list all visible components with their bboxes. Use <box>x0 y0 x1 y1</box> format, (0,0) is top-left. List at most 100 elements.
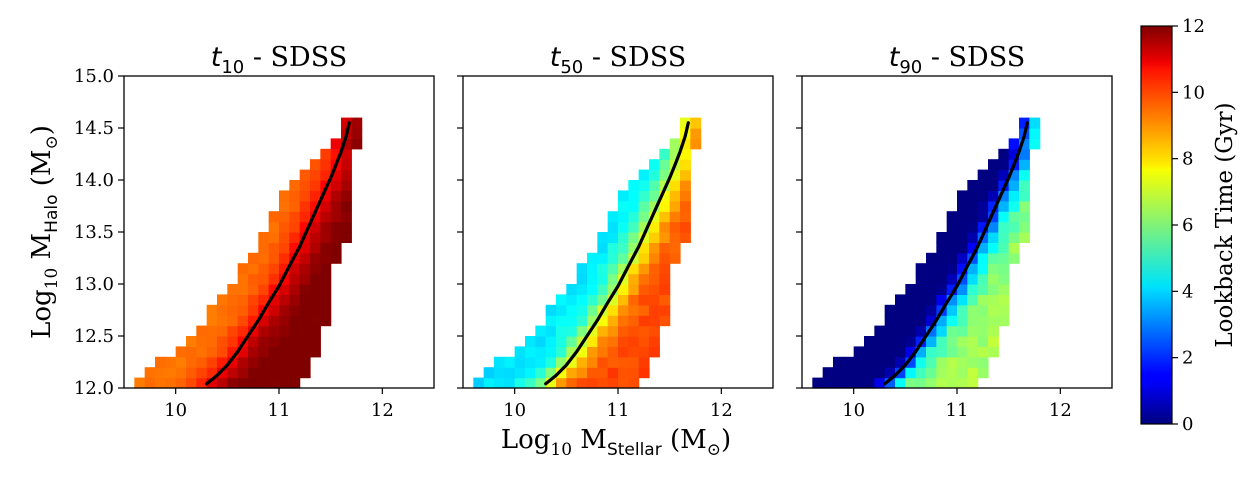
heatmap-cell <box>926 273 937 285</box>
heatmap-cell <box>237 263 249 275</box>
heatmap-cell <box>279 263 290 275</box>
heatmap-cell <box>936 336 948 347</box>
heatmap-cell <box>1019 190 1030 202</box>
heatmap-cell <box>638 221 650 233</box>
heatmap-cell <box>988 180 999 191</box>
colorbar-tick-label: 0 <box>1182 414 1193 435</box>
heatmap-cell <box>905 304 917 316</box>
heatmap-cell <box>310 346 321 358</box>
heatmap-cell <box>638 304 650 316</box>
heatmap-cell <box>1019 159 1030 171</box>
heatmap-cell <box>946 252 958 264</box>
heatmap-cell <box>659 294 671 306</box>
heatmap-cell <box>607 356 619 368</box>
heatmap-cell <box>556 367 567 379</box>
heatmap-cell <box>279 273 290 285</box>
heatmap-cell <box>299 200 311 212</box>
heatmap-cell <box>258 284 270 295</box>
heatmap-cell <box>1008 138 1020 150</box>
heatmap-cell <box>822 377 834 389</box>
heatmap-cell <box>196 346 208 358</box>
heatmap-cell <box>310 159 321 171</box>
heatmap-cell <box>988 169 999 181</box>
heatmap-cell <box>556 315 567 327</box>
heatmap-cell <box>936 263 948 275</box>
heatmap-cell <box>545 315 557 327</box>
heatmap-cell <box>248 346 259 358</box>
heatmap-cell <box>649 336 660 347</box>
heatmap-cell <box>268 263 280 275</box>
y-tick-label: 13.5 <box>74 222 114 243</box>
heatmap-cell <box>351 138 363 150</box>
heatmap-cell <box>649 325 660 337</box>
heatmap-cell <box>905 294 917 306</box>
heatmap-cell <box>310 242 321 254</box>
heatmap-cell <box>628 367 640 379</box>
heatmap-cell <box>566 377 578 389</box>
heatmap-cell <box>525 367 536 379</box>
heatmap-cell <box>310 273 321 285</box>
heatmap-cell <box>946 263 958 275</box>
heatmap-cell <box>196 367 208 379</box>
heatmap-cell <box>1029 128 1041 139</box>
heatmap-cell <box>649 284 660 295</box>
heatmap-cell <box>268 221 280 233</box>
heatmap-cell <box>1019 200 1030 212</box>
heatmap-cell <box>268 367 280 379</box>
heatmap-cell <box>576 304 588 316</box>
heatmap-cell <box>915 367 927 379</box>
heatmap-cell <box>258 325 270 337</box>
heatmap-cell <box>566 284 578 295</box>
heatmap-cell <box>566 325 578 337</box>
heatmap-cell <box>576 294 588 306</box>
heatmap-cell <box>957 315 968 327</box>
heatmap-cell <box>998 263 1010 275</box>
heatmap-cell <box>998 304 1010 316</box>
heatmap-cell <box>258 367 270 379</box>
heatmap-cell <box>299 325 311 337</box>
heatmap-cell <box>607 336 619 347</box>
heatmap-cell <box>237 367 249 379</box>
heatmap-cell <box>155 367 166 379</box>
heatmap-cell <box>248 325 259 337</box>
heatmap-cell <box>638 346 650 358</box>
x-axis-label: Log10 MStellar (M⊙) <box>501 425 731 460</box>
heatmap-cell <box>279 242 290 254</box>
heatmap-cell <box>915 377 927 389</box>
heatmap-cell <box>289 200 301 212</box>
heatmap-cell <box>237 377 249 389</box>
heatmap-cell <box>217 377 228 389</box>
heatmap-cell <box>638 294 650 306</box>
heatmap-cell <box>535 336 547 347</box>
heatmap-cell <box>494 356 505 368</box>
heatmap-cell <box>998 273 1010 285</box>
heatmap-cell <box>258 336 270 347</box>
heatmap-cell <box>576 346 588 358</box>
heatmap-cell <box>936 294 948 306</box>
heatmap-cell <box>268 273 280 285</box>
heatmap-cell <box>977 200 989 212</box>
heatmap-cell <box>165 356 177 368</box>
heatmap-cell <box>649 315 660 327</box>
heatmap-cell <box>330 211 342 223</box>
heatmap-cell <box>977 180 989 191</box>
heatmap-cell <box>915 273 927 285</box>
heatmap-cell <box>268 242 280 254</box>
heatmap-cell <box>884 315 896 327</box>
heatmap-cell <box>957 367 968 379</box>
heatmap-cell <box>227 336 239 347</box>
heatmap-cell <box>895 346 906 358</box>
heatmap-cell <box>186 346 197 358</box>
heatmap-cell <box>1008 211 1020 223</box>
heatmap-cell <box>936 356 948 368</box>
heatmap-cell <box>535 356 547 368</box>
heatmap-cell <box>957 211 968 223</box>
heatmap-cell <box>680 159 691 171</box>
heatmap-cell <box>1019 232 1030 243</box>
heatmap-cell <box>196 336 208 347</box>
heatmap-cell <box>680 180 691 191</box>
colorbar: 0 2 4 6 8 10 12 Lookback Time (Gyr) <box>1140 16 1238 435</box>
heatmap-cell <box>998 211 1010 223</box>
heatmap-cell <box>320 315 332 327</box>
heatmap-cell <box>884 304 896 316</box>
